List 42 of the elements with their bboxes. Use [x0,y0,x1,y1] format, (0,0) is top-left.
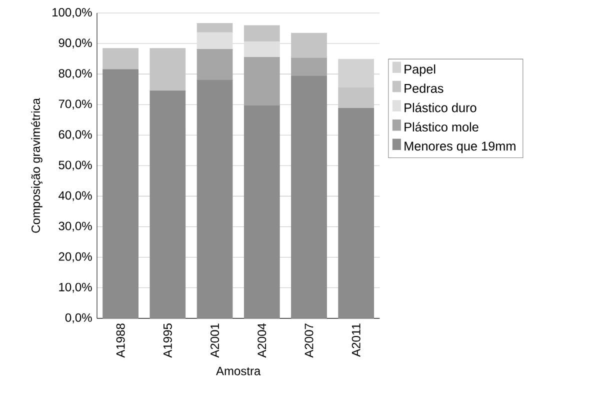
legend-label: Papel [404,64,436,76]
x-tick-label: A1995 [163,324,172,358]
bar [196,23,233,33]
y-axis-title: Composição gravimétrica [31,98,42,233]
bar [150,48,186,92]
bar [244,25,280,42]
bar [196,32,233,50]
y-tick-label: 0,0% [65,313,92,324]
x-tick-label: A2007 [304,324,314,358]
bar [244,56,280,106]
legend-label: Menores que 19mm [404,142,516,154]
bar [244,41,280,58]
bar [338,88,374,109]
y-tick-label: 30,0% [58,222,92,232]
bar [291,76,327,318]
y-tick-label: 40,0% [58,191,92,202]
x-tick-label: A2004 [258,323,266,358]
y-tick-label: 20,0% [58,252,92,262]
x-tick-label: A1988 [116,324,125,358]
x-axis-title: Amostra [216,366,261,376]
y-tick-label: 60,0% [58,130,92,140]
y-tick-label: 50,0% [58,160,92,171]
y-tick-label: 100,0% [52,8,92,18]
legend-label: Plástico mole [404,122,478,132]
bar [196,49,233,80]
bar [102,48,138,70]
bar [291,32,327,58]
bar [291,58,327,76]
y-tick-label: 90,0% [58,38,92,48]
x-tick-label: A2011 [352,324,360,357]
bar [196,80,233,318]
x-tick-label: A2001 [210,324,220,358]
bar [150,90,186,318]
bar [338,108,374,318]
legend-label: Plástico duro [404,102,476,112]
bar [244,106,280,318]
y-tick-label: 80,0% [58,69,92,80]
legend-label: Pedras [404,84,444,93]
y-tick-label: 10,0% [59,282,92,293]
bar [338,58,374,88]
bar [102,69,138,318]
y-tick-label: 70,0% [58,100,92,110]
